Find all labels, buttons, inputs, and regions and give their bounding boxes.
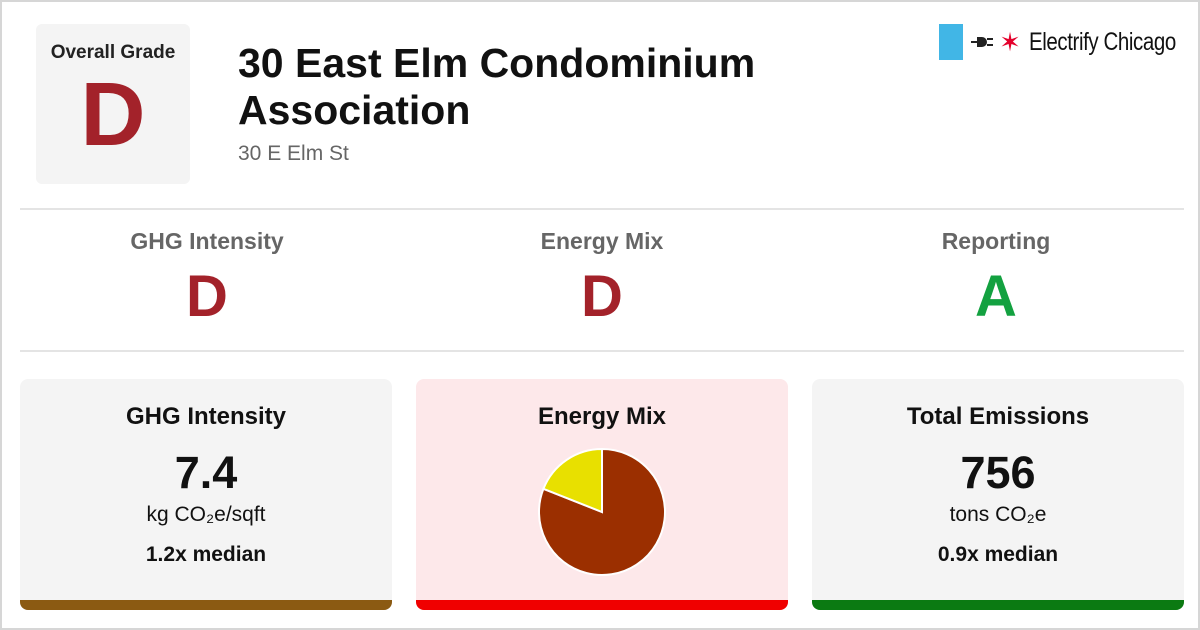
divider: [20, 208, 1184, 210]
total-emissions-card: Total Emissions 756 tons CO₂e 0.9x media…: [812, 379, 1184, 610]
building-title: 30 East Elm Condominium Association: [238, 40, 756, 133]
energy-mix-pie-chart: [538, 447, 666, 576]
grade-letter: D: [186, 264, 228, 329]
divider: [20, 350, 1184, 352]
brand-name: Electrify Chicago: [1028, 27, 1176, 56]
card-title: GHG Intensity: [125, 403, 287, 430]
grade-reporting: Reporting A: [806, 228, 1186, 327]
star-icon: ✶: [999, 27, 1021, 57]
grade-label: GHG Intensity: [130, 228, 284, 254]
ghg-intensity-value: 7.4: [174, 447, 238, 498]
grade-label: Reporting: [941, 228, 1051, 254]
ghg-intensity-unit: kg CO₂e/sqft: [146, 503, 266, 526]
brand-logo[interactable]: ✶ Electrify Chicago: [939, 24, 1176, 60]
overall-grade-box: Overall Grade D: [36, 24, 190, 184]
card-status-bar: [416, 600, 788, 610]
grade-letter: D: [581, 264, 623, 329]
grade-ghg-intensity: GHG Intensity D: [17, 228, 397, 327]
total-emissions-median: 0.9x median: [937, 543, 1059, 566]
total-emissions-value: 756: [960, 447, 1036, 498]
flag-icon: [939, 24, 964, 60]
overall-grade-label: Overall Grade: [50, 42, 176, 63]
card-title: Energy Mix: [537, 403, 667, 430]
ghg-intensity-card: GHG Intensity 7.4 kg CO₂e/sqft 1.2x medi…: [20, 379, 392, 610]
ghg-intensity-median: 1.2x median: [145, 543, 267, 566]
building-address: 30 E Elm St: [238, 142, 349, 165]
total-emissions-unit: tons CO₂e: [949, 503, 1047, 526]
plug-icon: [971, 34, 994, 50]
card-title: Total Emissions: [906, 403, 1090, 430]
card-status-bar: [812, 600, 1184, 610]
grade-energy-mix: Energy Mix D: [412, 228, 792, 327]
energy-mix-card: Energy Mix: [416, 379, 788, 610]
card-status-bar: [20, 600, 392, 610]
pie-slice-1: [542, 447, 603, 514]
grade-label: Energy Mix: [540, 228, 664, 254]
overall-grade-letter: D: [80, 65, 146, 165]
grade-letter: A: [975, 264, 1017, 329]
